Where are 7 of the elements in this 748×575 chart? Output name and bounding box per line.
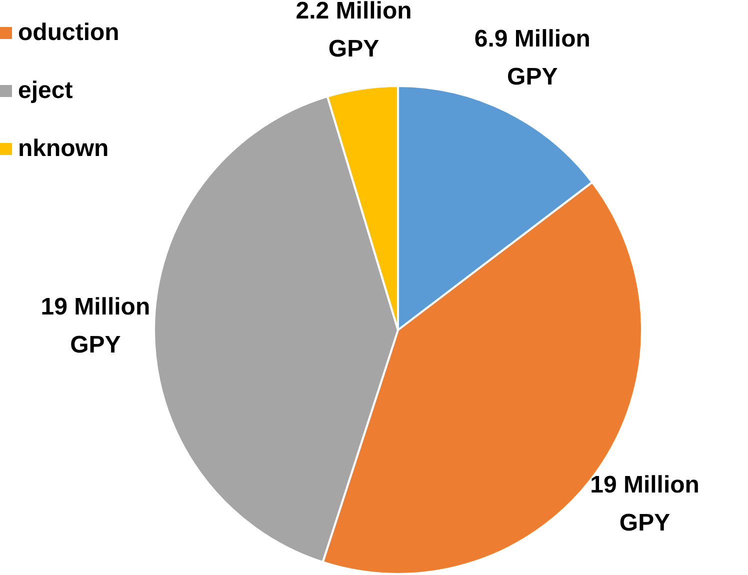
data-label: 19 Million GPY: [590, 472, 700, 537]
legend-label: oduction: [18, 18, 120, 48]
data-label: 2.2 Million GPY: [296, 0, 412, 62]
data-label: 6.9 Million GPY: [474, 26, 590, 91]
legend-label: eject: [18, 76, 73, 106]
data-label: 19 Million GPY: [40, 294, 150, 359]
legend-label: nknown: [18, 134, 109, 164]
